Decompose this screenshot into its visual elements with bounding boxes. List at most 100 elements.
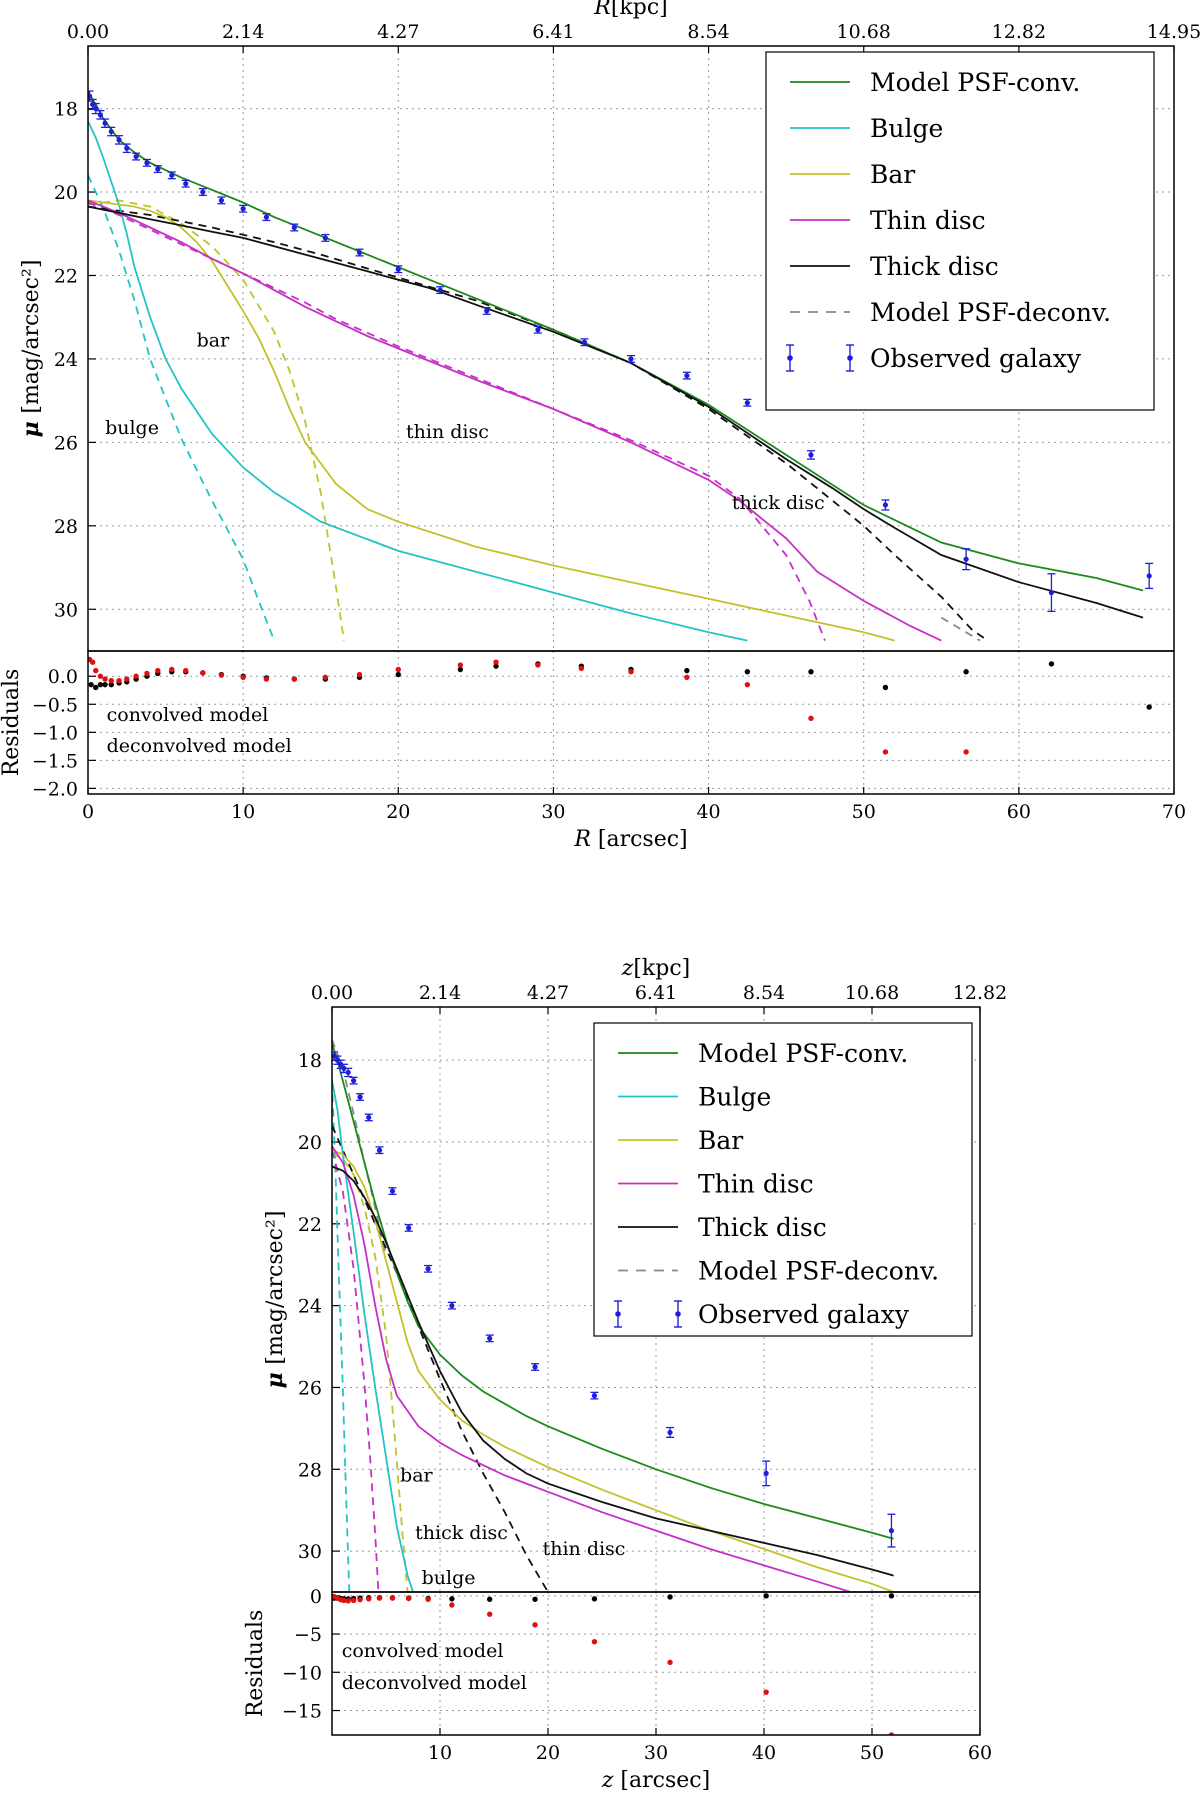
panel-z-deconv-line-model-psf-deconv- (332, 1039, 387, 1257)
panel-R-xtick-label: 10 (231, 801, 255, 823)
panel-R-res-point (291, 676, 298, 682)
panel-z-res-point (591, 1639, 598, 1645)
panel-R-res-point (102, 676, 108, 682)
panel-z-obs-point (667, 1429, 673, 1436)
panel-z-ytick-label: 18 (298, 1050, 322, 1072)
panel-z-res-ytick-label: −10 (282, 1662, 322, 1684)
panel-z-obs-point (888, 1528, 895, 1534)
panel-z-xtick-label: 30 (644, 1742, 668, 1764)
panel-R-res-point (97, 681, 104, 688)
panel-z-deconv-line-bulge-deconv- (332, 1080, 351, 1592)
panel-R-obs-point (356, 249, 363, 256)
panel-z-res-point (405, 1595, 412, 1602)
panel-R-res-point (457, 666, 464, 673)
panel-z-line-thick-disc (332, 1165, 894, 1577)
panel-R-res-point (240, 674, 246, 681)
panel-R-legend-label: Bar (870, 160, 915, 189)
panel-z-top-tick-label: 2.14 (419, 982, 461, 1004)
panel-z-res-point (357, 1596, 363, 1603)
panel-R-obs-point (240, 206, 246, 212)
panel-z-res-ytick-label: −15 (282, 1701, 322, 1723)
panel-z-xtick-label: 40 (752, 1742, 776, 1764)
panel-R-obs-point (88, 93, 93, 99)
panel-z-line-thin-disc (332, 1145, 851, 1592)
panel-z-legend-obs-point (615, 1311, 621, 1317)
panel-R-top-tick-label: 2.14 (222, 21, 264, 43)
panel-R-obs-point (116, 137, 122, 143)
panel-R-legend-label: Observed galaxy (870, 344, 1082, 373)
panel-R-res-point (744, 681, 751, 688)
panel-R-res-point (102, 681, 108, 688)
panel-z-res-point (532, 1622, 538, 1628)
panel-R-res-label: convolved model (107, 704, 269, 726)
panel-R-res-point (93, 684, 99, 691)
panel-z-res-point (591, 1596, 598, 1602)
panel-R-line-thick-disc (88, 205, 1144, 619)
panel-R-obs-point (535, 327, 541, 333)
panel-R-res-point (183, 667, 189, 674)
panel-z-obs-point (532, 1364, 538, 1370)
panel-R-res-point (116, 678, 122, 684)
panel-R-legend-label: Thin disc (870, 206, 986, 235)
panel-z-obs-point (591, 1393, 598, 1399)
panel-z-res-label: convolved model (342, 1640, 504, 1662)
panel-R-obs-point (437, 287, 443, 293)
panel-R-obs-point (93, 105, 99, 112)
panel-R-obs-point (200, 189, 206, 195)
panel-R-line-bar (88, 199, 895, 642)
panel-R-line-bulge (88, 120, 748, 642)
panel-R-res-point (169, 666, 175, 673)
panel-z-top-tick-label: 8.54 (743, 982, 785, 1004)
panel-z-legend-label: Model PSF-conv. (698, 1039, 908, 1068)
panel-z-obs-point (341, 1065, 347, 1071)
panel-R-obs-point (90, 101, 96, 108)
panel-z-obs-point (357, 1094, 363, 1100)
panel-R-obs-point (684, 373, 690, 379)
panel-z-res-point (763, 1593, 769, 1599)
panel-z-annotation: thin disc (543, 1538, 626, 1560)
panel-z-legend-box (593, 1022, 973, 1337)
panel-R-res-point (93, 667, 99, 674)
panel-R-res-point (808, 669, 814, 675)
panel-z-ytick-label: 24 (298, 1296, 322, 1318)
panel-R-ytick-label: 24 (54, 349, 78, 371)
panel-z-res-point (486, 1596, 493, 1602)
panel-z-annotation: bar (400, 1465, 433, 1487)
panel-R-res-point (1146, 704, 1152, 710)
panel-z-y-axis-label: μ [mag/arcsec²] (262, 1211, 288, 1389)
panel-R-res-point (88, 681, 94, 688)
panel-z-deconv-line-thin-disc-deconv- (332, 1149, 380, 1592)
panel-z-obs-point (345, 1069, 351, 1076)
panel-z-res-ytick-label: 0 (310, 1586, 322, 1608)
panel-R-top-tick-label: 4.27 (377, 21, 419, 43)
panel-z-deconv-line-bar-deconv- (332, 1153, 409, 1592)
panel-R-res-y-axis-label: Residuals (0, 669, 24, 777)
panel-R-res-point (578, 665, 585, 672)
panel-R-obs-point (97, 112, 104, 118)
panel-z-top-tick-label: 10.68 (845, 982, 899, 1004)
panel-z-obs-point (449, 1303, 455, 1309)
panel-z-res-point (449, 1602, 455, 1608)
panel-R-obs-point (218, 197, 225, 203)
panel-z-obs-point (366, 1114, 372, 1121)
panel-R-res-point (322, 674, 329, 681)
panel-z-obs-point (389, 1188, 396, 1194)
panel-z-obs-point (406, 1225, 412, 1231)
panel-R-xtick-label: 70 (1162, 801, 1186, 823)
panel-R-annotation: thick disc (732, 492, 825, 514)
panel-R-obs-point (744, 400, 750, 406)
panel-R-line-thin-disc (88, 199, 942, 642)
panel-R-res-ytick-label: −0.5 (32, 694, 78, 716)
panel-z-res-point (389, 1595, 396, 1601)
panel-z-res-point (341, 1597, 347, 1604)
panel-z-ytick-label: 26 (298, 1377, 322, 1399)
panel-z-top-tick-label: 0.00 (311, 982, 353, 1004)
panel-R-ytick-label: 20 (54, 182, 78, 204)
panel-R-res-point (108, 678, 114, 684)
panel-z-obs-point (763, 1470, 769, 1476)
panel-R-res-point (628, 669, 634, 675)
panel-R-res-point (882, 749, 889, 755)
panel-z-res-point (376, 1595, 383, 1601)
panel-R-obs-point (395, 266, 401, 272)
panel-z-annotation: thick disc (415, 1522, 508, 1544)
